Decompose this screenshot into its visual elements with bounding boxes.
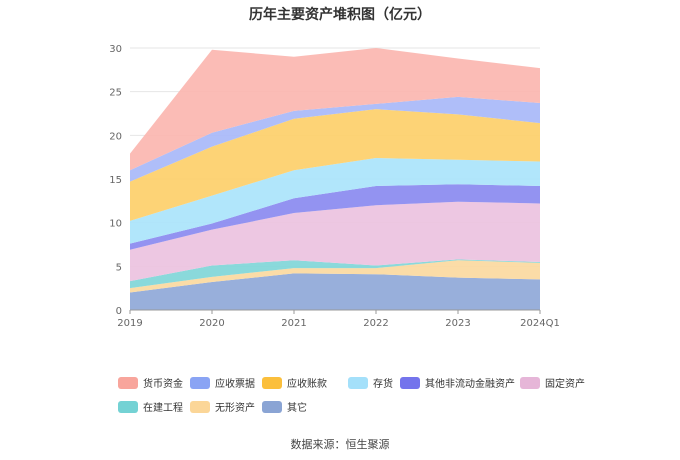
legend-label: 存货 xyxy=(373,379,393,390)
legend-item[interactable]: 存货 xyxy=(348,375,393,390)
legend-item[interactable]: 应收票据 xyxy=(190,375,255,390)
y-tick-label: 15 xyxy=(109,175,122,186)
y-tick-label: 25 xyxy=(109,88,122,99)
x-tick-label: 2023 xyxy=(445,318,470,329)
legend-swatch xyxy=(118,400,138,413)
y-tick-label: 10 xyxy=(109,219,122,230)
legend-swatch xyxy=(190,376,210,389)
y-tick-label: 30 xyxy=(109,44,122,55)
legend-swatch xyxy=(348,376,368,389)
area-series-7 xyxy=(130,96,540,182)
legend-swatch xyxy=(262,400,282,413)
area-series-6 xyxy=(130,109,540,221)
legend-item[interactable]: 应收账款 xyxy=(262,375,327,390)
legend-swatch xyxy=(262,376,282,389)
legend-item[interactable]: 其它 xyxy=(262,399,307,414)
area-series-3 xyxy=(130,201,540,282)
legend-item[interactable]: 其他非流动金融资产 xyxy=(400,375,515,390)
legend-label: 其他非流动金融资产 xyxy=(425,379,515,390)
legend-item[interactable]: 固定资产 xyxy=(520,375,585,390)
legend-label: 应收票据 xyxy=(215,379,255,390)
y-tick-label: 20 xyxy=(109,131,122,142)
x-tick-label: 2024Q1 xyxy=(520,318,560,329)
area-series-1 xyxy=(130,260,540,293)
legend-label: 应收账款 xyxy=(287,379,327,390)
legend-item[interactable]: 货币资金 xyxy=(118,375,183,390)
area-series-2 xyxy=(130,259,540,289)
chart-title: 历年主要资产堆积图（亿元） xyxy=(249,7,431,23)
area-series-0 xyxy=(130,273,540,310)
stacked-area-chart: 0 5 10 15 20 25 30 2019 2020 2021 2022 2023 2024Q1 xyxy=(109,44,560,329)
legend-label: 固定资产 xyxy=(545,379,585,390)
legend-label: 货币资金 xyxy=(143,379,183,390)
legend-item[interactable]: 在建工程 xyxy=(118,399,183,414)
legend-label: 无形资产 xyxy=(215,403,255,414)
legend-swatch xyxy=(520,376,540,389)
legend-item[interactable]: 无形资产 xyxy=(190,399,255,414)
y-tick-label: 5 xyxy=(116,262,122,273)
area-series-5 xyxy=(130,158,540,244)
legend-label: 在建工程 xyxy=(143,403,183,414)
legend-swatch xyxy=(190,400,210,413)
legend-swatch xyxy=(400,376,420,389)
x-tick-label: 2021 xyxy=(281,318,306,329)
area-series-4 xyxy=(130,184,540,250)
y-tick-label: 0 xyxy=(116,306,122,317)
x-tick-label: 2022 xyxy=(363,318,388,329)
axes: 0 5 10 15 20 25 30 2019 2020 2021 2022 2023 2024Q1 xyxy=(109,44,560,329)
area-series-8 xyxy=(130,48,540,171)
legend-swatch xyxy=(118,376,138,389)
x-tick-label: 2020 xyxy=(199,318,224,329)
legend-label: 其它 xyxy=(287,403,307,414)
area-series xyxy=(130,48,540,310)
data-source: 数据来源：恒生聚源 xyxy=(290,438,390,451)
x-tick-label: 2019 xyxy=(117,318,142,329)
